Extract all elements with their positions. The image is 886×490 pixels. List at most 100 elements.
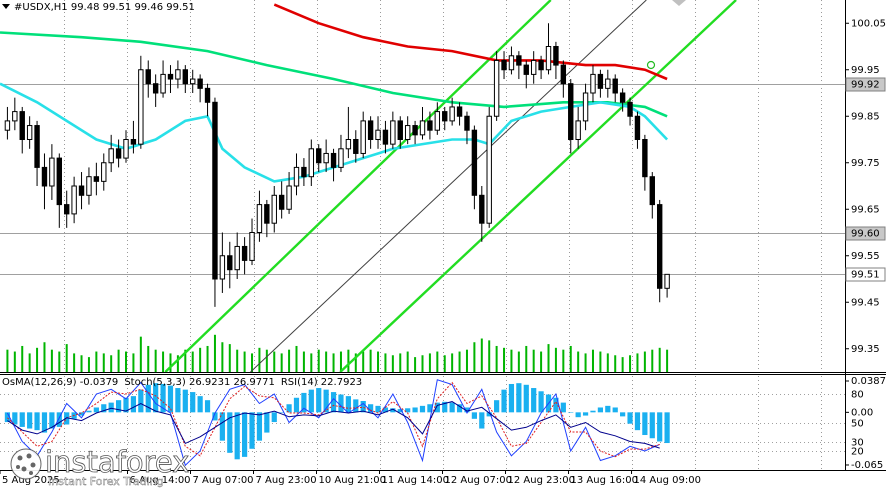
volume-bar [139,336,142,372]
candle-body [108,148,114,164]
osma-bar [494,400,500,413]
candle-body [190,78,196,85]
candle-body [241,245,248,261]
osma-bar [19,412,25,427]
osma-bar [49,412,55,429]
y-tick-label: 99.45 [851,297,880,308]
osma-bar [93,407,99,413]
candle-body [375,129,381,140]
osma-bar [182,389,188,413]
osma-bar [160,383,166,413]
osma-bar [12,412,18,425]
osma-bar [145,384,151,413]
candle-body [212,101,218,280]
price-panel [0,0,845,372]
candle-body [49,157,55,187]
candle-body [486,115,492,224]
y2-tick-label: 20 [851,447,864,458]
volume-bar [643,351,646,372]
osma-bar [642,412,648,436]
candle-body [197,78,203,89]
osma-bar [227,412,233,453]
volume-bar [288,349,291,372]
volume-bar [503,347,506,372]
indicator-label: Stoch(5,3,3) 26.9231 26.9771 [124,377,275,388]
logo-dot [17,455,23,461]
candle-body [575,120,581,141]
trend-line [164,0,552,372]
osma-bar [78,412,85,416]
osma-bar [167,385,174,413]
logo-dot [16,465,20,469]
osma-bar [375,405,381,413]
volume-bar [58,351,61,372]
volume-bar [132,353,135,372]
candle-body [286,185,292,210]
candle-body [456,106,463,117]
logo-dot [21,466,27,472]
osma-bar [419,405,426,413]
volume-bar [147,345,150,372]
volume-bar [243,351,246,372]
volume-bar [36,347,39,372]
volume-bar [199,347,202,372]
volume-bar [369,349,372,372]
y-tick-label: 100.05 [851,18,886,29]
osma-bar [323,389,329,413]
candle-body [160,73,166,94]
volume-bar [473,342,476,372]
osma-bar [479,412,485,429]
candle-body [442,111,448,122]
candle-body [634,115,641,140]
volume-bar [117,349,120,372]
candle-body [264,204,270,224]
menu-arrow-icon[interactable] [2,4,10,9]
price-level-label: 99.92 [851,80,880,91]
candle-body [664,273,670,289]
volume-bar [13,351,16,372]
osma-bar [279,412,285,413]
candle-body [530,59,537,75]
volume-bar [465,349,468,372]
candle-body [330,152,337,168]
osma-bar [345,396,351,413]
volume-bar [80,355,83,372]
osma-bar [620,412,626,417]
moving-average [0,82,669,183]
osma-bar [560,402,566,413]
x-tick-label: 7 Aug 23:00 [256,475,317,486]
volume-bar [436,351,439,372]
osma-bar [353,399,359,413]
candle-body [582,92,589,122]
candle-body [449,106,455,122]
logo-dot [26,453,32,459]
osma-bar [197,396,203,413]
candle-body [523,64,529,75]
y-tick-label: 99.85 [851,111,880,122]
candle-body [538,59,544,71]
osma-bar [405,408,411,413]
osma-bar [190,392,196,413]
candle-body [656,204,663,289]
candle-body [56,157,62,206]
osma-bar [597,407,603,413]
candle-body [115,148,122,159]
osma-bar [590,410,596,413]
logo: instaforex Instant Forex Trading [10,445,190,488]
volume-bar [621,357,624,372]
osma-bar [634,412,641,431]
y-tick-label: 0.00 [851,407,873,418]
logo-dot [30,462,36,468]
price-level-box [845,77,886,92]
candle-body [597,73,604,89]
volume-bar [614,355,617,372]
candle-body [642,139,648,178]
candle-body [471,129,478,196]
indicator-label: OsMA(12,26,9) -0.0379 [2,377,118,388]
volume-bar [399,353,402,372]
volume-bar [517,351,520,372]
candle-body [493,59,500,117]
volume-bar [599,351,602,372]
osma-bar [138,389,144,413]
